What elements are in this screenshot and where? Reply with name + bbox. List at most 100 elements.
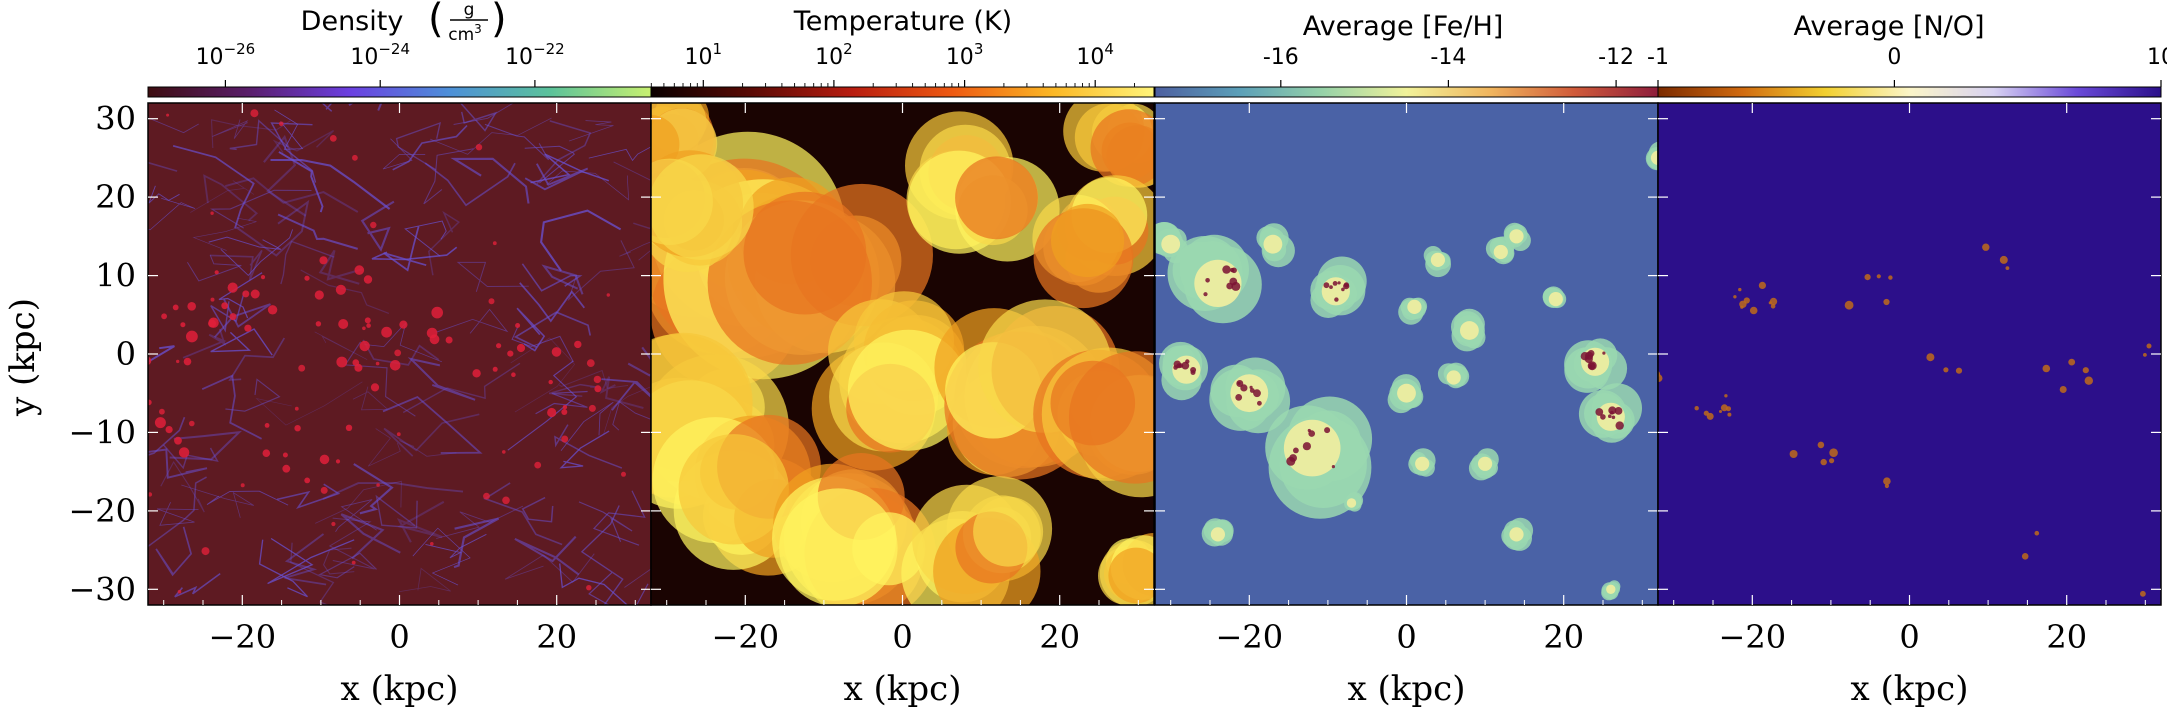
density-filament: [578, 501, 633, 543]
density-clump: [121, 390, 126, 395]
density-clump: [319, 256, 328, 265]
density-filament: [436, 308, 509, 334]
no-speck: [1820, 458, 1827, 466]
density-filament: [530, 153, 610, 184]
temperature-cloud: [1108, 547, 1154, 604]
density-clump: [262, 449, 271, 458]
density-clump: [267, 305, 278, 315]
temperature-cloud: [743, 191, 867, 315]
density-clump: [336, 356, 348, 368]
density-filament: [425, 533, 487, 559]
density-filament: [580, 505, 624, 605]
no-speck: [1719, 410, 1722, 413]
no-colorbar-tick-label: -1: [1647, 45, 1669, 70]
no-panel: -1 0 10 −20 0 20 x (kpc): [1647, 45, 2167, 709]
density-filament: [267, 537, 355, 585]
density-filament: [588, 146, 651, 162]
density-clump: [588, 404, 596, 412]
density-clump: [370, 383, 380, 392]
no-speck: [1743, 297, 1750, 304]
no-speck: [1884, 483, 1889, 489]
y-tick-label: 10: [95, 257, 136, 295]
density-clump: [159, 408, 165, 415]
density-filament: [483, 482, 563, 546]
density-filament: [322, 482, 464, 500]
density-clump: [511, 372, 516, 378]
feh-blob-inner: [1493, 244, 1508, 260]
density-clump: [472, 369, 481, 378]
feh-colorbar-tick-base: -14: [1430, 45, 1466, 70]
y-tick-label: −30: [68, 570, 136, 608]
density-filament: [519, 282, 585, 323]
feh-blob-core: [1185, 359, 1190, 364]
density-filament: [148, 448, 208, 479]
density-filament: [511, 324, 574, 363]
density-clump: [562, 405, 568, 410]
density-filament: [367, 428, 401, 467]
density-filament: [270, 122, 317, 183]
no-speck: [1733, 295, 1737, 299]
feh-blob-core: [1337, 281, 1341, 285]
feh-blob-core: [1602, 351, 1606, 355]
density-filament: [225, 177, 359, 213]
density-filament: [210, 189, 312, 229]
density-panel: 10−26 10−24 10−22−20 0 20x (kpc)3020100−10−2…: [68, 40, 652, 709]
density-filament: [383, 226, 427, 272]
no-speck: [2021, 553, 2029, 560]
temperature-colorbar-tick-label: 104: [1076, 40, 1114, 70]
feh-blob-core: [1229, 277, 1238, 286]
density-clump: [492, 241, 497, 246]
density-clump: [264, 423, 270, 428]
no-speck: [2034, 530, 2040, 536]
density-filament: [220, 229, 294, 277]
temperature-colorbar-tick-exp: 4: [1104, 40, 1114, 58]
density-unit-denominator: cm3: [448, 22, 482, 45]
no-speck: [1749, 306, 1758, 315]
density-clump: [335, 284, 346, 295]
density-clump: [214, 270, 219, 275]
density-filament: [588, 572, 649, 605]
density-filament: [206, 490, 289, 506]
feh-blob-core: [1332, 281, 1338, 286]
density-clump: [606, 293, 610, 297]
density-filament: [278, 151, 324, 213]
density-clump: [229, 313, 237, 321]
density-filament: [328, 517, 375, 570]
no-speck: [1888, 275, 1893, 280]
density-x-axis-label: x (kpc): [341, 669, 459, 709]
density-filament: [229, 119, 289, 151]
density-filament: [619, 241, 651, 261]
density-clump: [282, 464, 291, 473]
density-clump: [221, 302, 229, 310]
feh-blob-core: [1614, 407, 1623, 415]
density-clump: [148, 399, 152, 406]
feh-colorbar: [1154, 86, 1659, 98]
density-filament: [546, 170, 629, 201]
feh-blob-inner: [1548, 292, 1563, 307]
feh-panel: -16 -14 -12 −20 0 20 x (kpc): [1154, 45, 1659, 709]
density-clump: [594, 385, 602, 393]
density-filament: [225, 378, 281, 412]
density-clump: [431, 306, 444, 319]
density-filament: [344, 341, 416, 417]
feh-blob-inner: [1283, 419, 1341, 477]
density-clump: [399, 320, 408, 329]
no-speck: [1817, 441, 1825, 449]
density-colorbar: [147, 86, 652, 98]
temperature-colorbar-title: Temperature (K): [793, 6, 1012, 37]
no-x-tick-label: 0: [1899, 618, 1919, 656]
feh-blob-core: [1334, 297, 1339, 302]
density-clump: [148, 356, 152, 365]
density-clump: [483, 492, 490, 500]
density-clump: [394, 349, 402, 357]
feh-blob-core: [1293, 447, 1299, 454]
feh-blob-inner: [1446, 370, 1461, 385]
density-filament: [276, 483, 341, 510]
density-filament: [423, 148, 474, 205]
density-x-tick-label: 0: [389, 618, 409, 656]
no-speck: [2146, 343, 2152, 349]
density-clump: [475, 144, 483, 151]
density-clump: [260, 275, 266, 280]
density-colorbar-tick-exp: −22: [533, 40, 565, 58]
feh-blob-core: [1608, 406, 1617, 415]
